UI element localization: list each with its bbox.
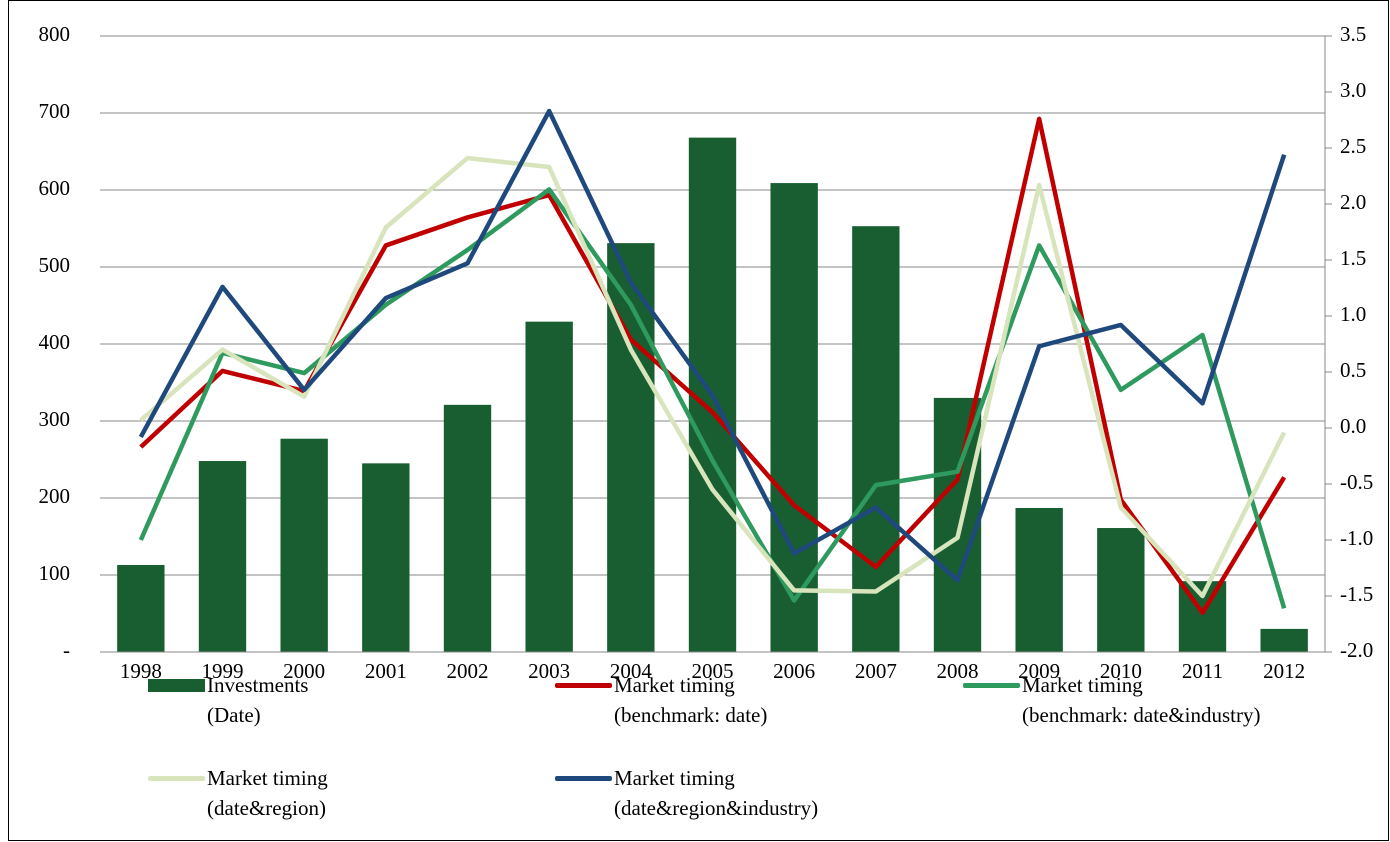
x-tick-label: 2000 [283, 659, 325, 683]
line-series [138, 187, 1287, 609]
y2-tick-label: -1.5 [1340, 582, 1373, 606]
y-tick-label: 300 [39, 407, 71, 431]
y2-tick-label: 0.5 [1340, 358, 1366, 382]
y-tick-label: - [63, 638, 70, 662]
x-tick-label: 2005 [692, 659, 734, 683]
line-series [138, 108, 1287, 583]
y2-tick-label: 2.5 [1340, 134, 1366, 158]
legend-label: Market timing (date&region&industry) [614, 766, 819, 820]
x-tick-label: 1998 [120, 659, 162, 683]
y-tick-label: 100 [39, 561, 71, 585]
y2-tick-label: -2.0 [1340, 638, 1373, 662]
bar [1260, 628, 1308, 652]
x-tick-label: 2003 [528, 659, 570, 683]
y2-tick-label: 1.0 [1340, 302, 1366, 326]
x-tick-label: 1999 [202, 659, 244, 683]
legend-label: Market timing (benchmark: date&industry) [1022, 673, 1261, 727]
bar [770, 183, 818, 652]
bar [1097, 528, 1145, 652]
bar [117, 564, 165, 652]
x-tick-label: 2002 [447, 659, 489, 683]
bar [933, 397, 982, 652]
y-tick-label: 600 [39, 176, 71, 200]
x-tick-label: 2008 [937, 659, 979, 683]
legend-swatch [963, 683, 1020, 688]
bar [280, 438, 328, 652]
x-tick-label: 2007 [855, 659, 897, 683]
chart-frame [8, 0, 1389, 841]
y-tick-label: 400 [39, 330, 71, 354]
bar [443, 404, 492, 652]
bar [362, 463, 410, 652]
bar [525, 321, 573, 652]
y-tick-label: 700 [39, 99, 71, 123]
legend-swatch [148, 679, 205, 692]
legend-label: Market timing (benchmark: date) [614, 673, 768, 727]
y-tick-label: 800 [39, 22, 71, 46]
bar [852, 226, 900, 652]
bar [198, 461, 247, 652]
y2-tick-label: -0.5 [1340, 470, 1373, 494]
x-tick-label: 2012 [1263, 659, 1305, 683]
y2-tick-label: 3.0 [1340, 78, 1366, 102]
x-tick-label: 2004 [610, 659, 653, 683]
legend-swatch [555, 683, 612, 688]
x-tick-label: 2009 [1018, 659, 1060, 683]
y2-tick-label: 0.0 [1340, 414, 1366, 438]
y-tick-label: 500 [39, 253, 71, 277]
x-tick-label: 2010 [1100, 659, 1142, 683]
y2-tick-label: 3.5 [1340, 22, 1366, 46]
x-tick-label: 2001 [365, 659, 407, 683]
legend-label: Market timing (date&region) [207, 766, 328, 820]
bar [1015, 508, 1063, 652]
legend-swatch [555, 776, 612, 781]
y2-tick-label: 2.0 [1340, 190, 1366, 214]
x-tick-label: 2006 [773, 659, 815, 683]
y-tick-label: 200 [39, 484, 71, 508]
line-series [139, 155, 1287, 599]
x-tick-label: 2011 [1182, 659, 1223, 683]
y2-tick-label: 1.5 [1340, 246, 1366, 270]
y2-tick-label: -1.0 [1340, 526, 1373, 550]
legend-label: Investments (Date) [207, 673, 309, 727]
legend-swatch [148, 776, 205, 781]
